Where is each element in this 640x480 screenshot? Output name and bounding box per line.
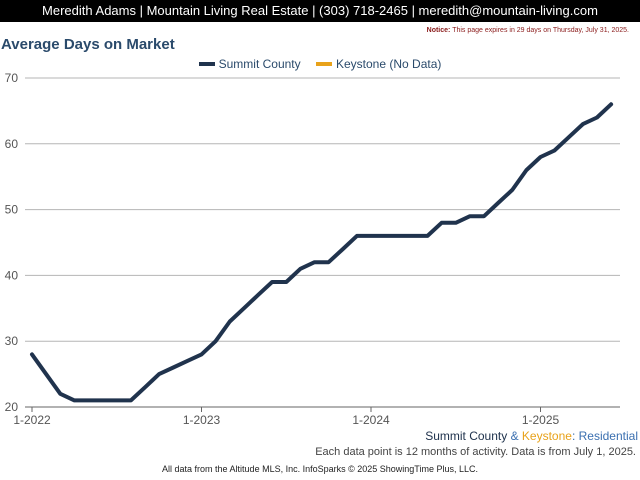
x-axis-ticks: 1-2022 1-2023 1-2024 1-2025	[13, 406, 620, 427]
series-lines	[30, 102, 614, 403]
legend-item-keystone[interactable]: Keystone (No Data)	[315, 57, 442, 71]
x-tick-label-1-2023: 1-2023	[183, 413, 221, 427]
source-colon: :	[571, 429, 579, 443]
legend-item-summit[interactable]: Summit County	[198, 57, 301, 71]
data-credit: All data from the Altitude MLS, Inc. Inf…	[162, 464, 478, 474]
legend-swatch-keystone	[315, 61, 332, 66]
agent-contact-bar: Meredith Adams | Mountain Living Real Es…	[0, 0, 640, 22]
y-axis-ticks: 20 30 40 50 60 70	[5, 71, 19, 414]
source-keystone: Keystone	[521, 429, 572, 443]
chart-title: Average Days on Market	[1, 36, 175, 53]
y-tick-label-70: 70	[5, 71, 19, 85]
source-amp: &	[507, 429, 522, 443]
legend-label-keystone: Keystone (No Data)	[335, 57, 442, 71]
series-line-summit-county	[30, 102, 614, 403]
y-tick-label-30: 30	[5, 334, 19, 348]
chart-legend: Summit County Keystone (No Data)	[0, 57, 640, 71]
y-tick-label-20: 20	[5, 400, 19, 414]
data-point-note: Each data point is 12 months of activity…	[315, 446, 636, 458]
x-tick-label-1-2025: 1-2025	[522, 413, 560, 427]
legend-swatch-summit	[198, 61, 215, 66]
y-tick-label-60: 60	[5, 137, 19, 151]
expiry-notice: Notice: This page expires in 29 days on …	[427, 27, 629, 34]
grid-lines	[25, 77, 620, 408]
notice-text: This page expires in 29 days on Thursday…	[452, 27, 629, 34]
x-tick-label-1-2022: 1-2022	[13, 413, 51, 427]
y-tick-label-50: 50	[5, 203, 19, 217]
source-type: Residential	[578, 429, 638, 443]
legend-label-summit: Summit County	[218, 57, 301, 71]
y-tick-label-40: 40	[5, 268, 19, 282]
data-source-label: Summit County & Keystone: Residential	[425, 429, 638, 443]
x-tick-label-1-2024: 1-2024	[352, 413, 390, 427]
source-summit: Summit County	[425, 429, 508, 443]
notice-label: Notice:	[426, 27, 451, 34]
